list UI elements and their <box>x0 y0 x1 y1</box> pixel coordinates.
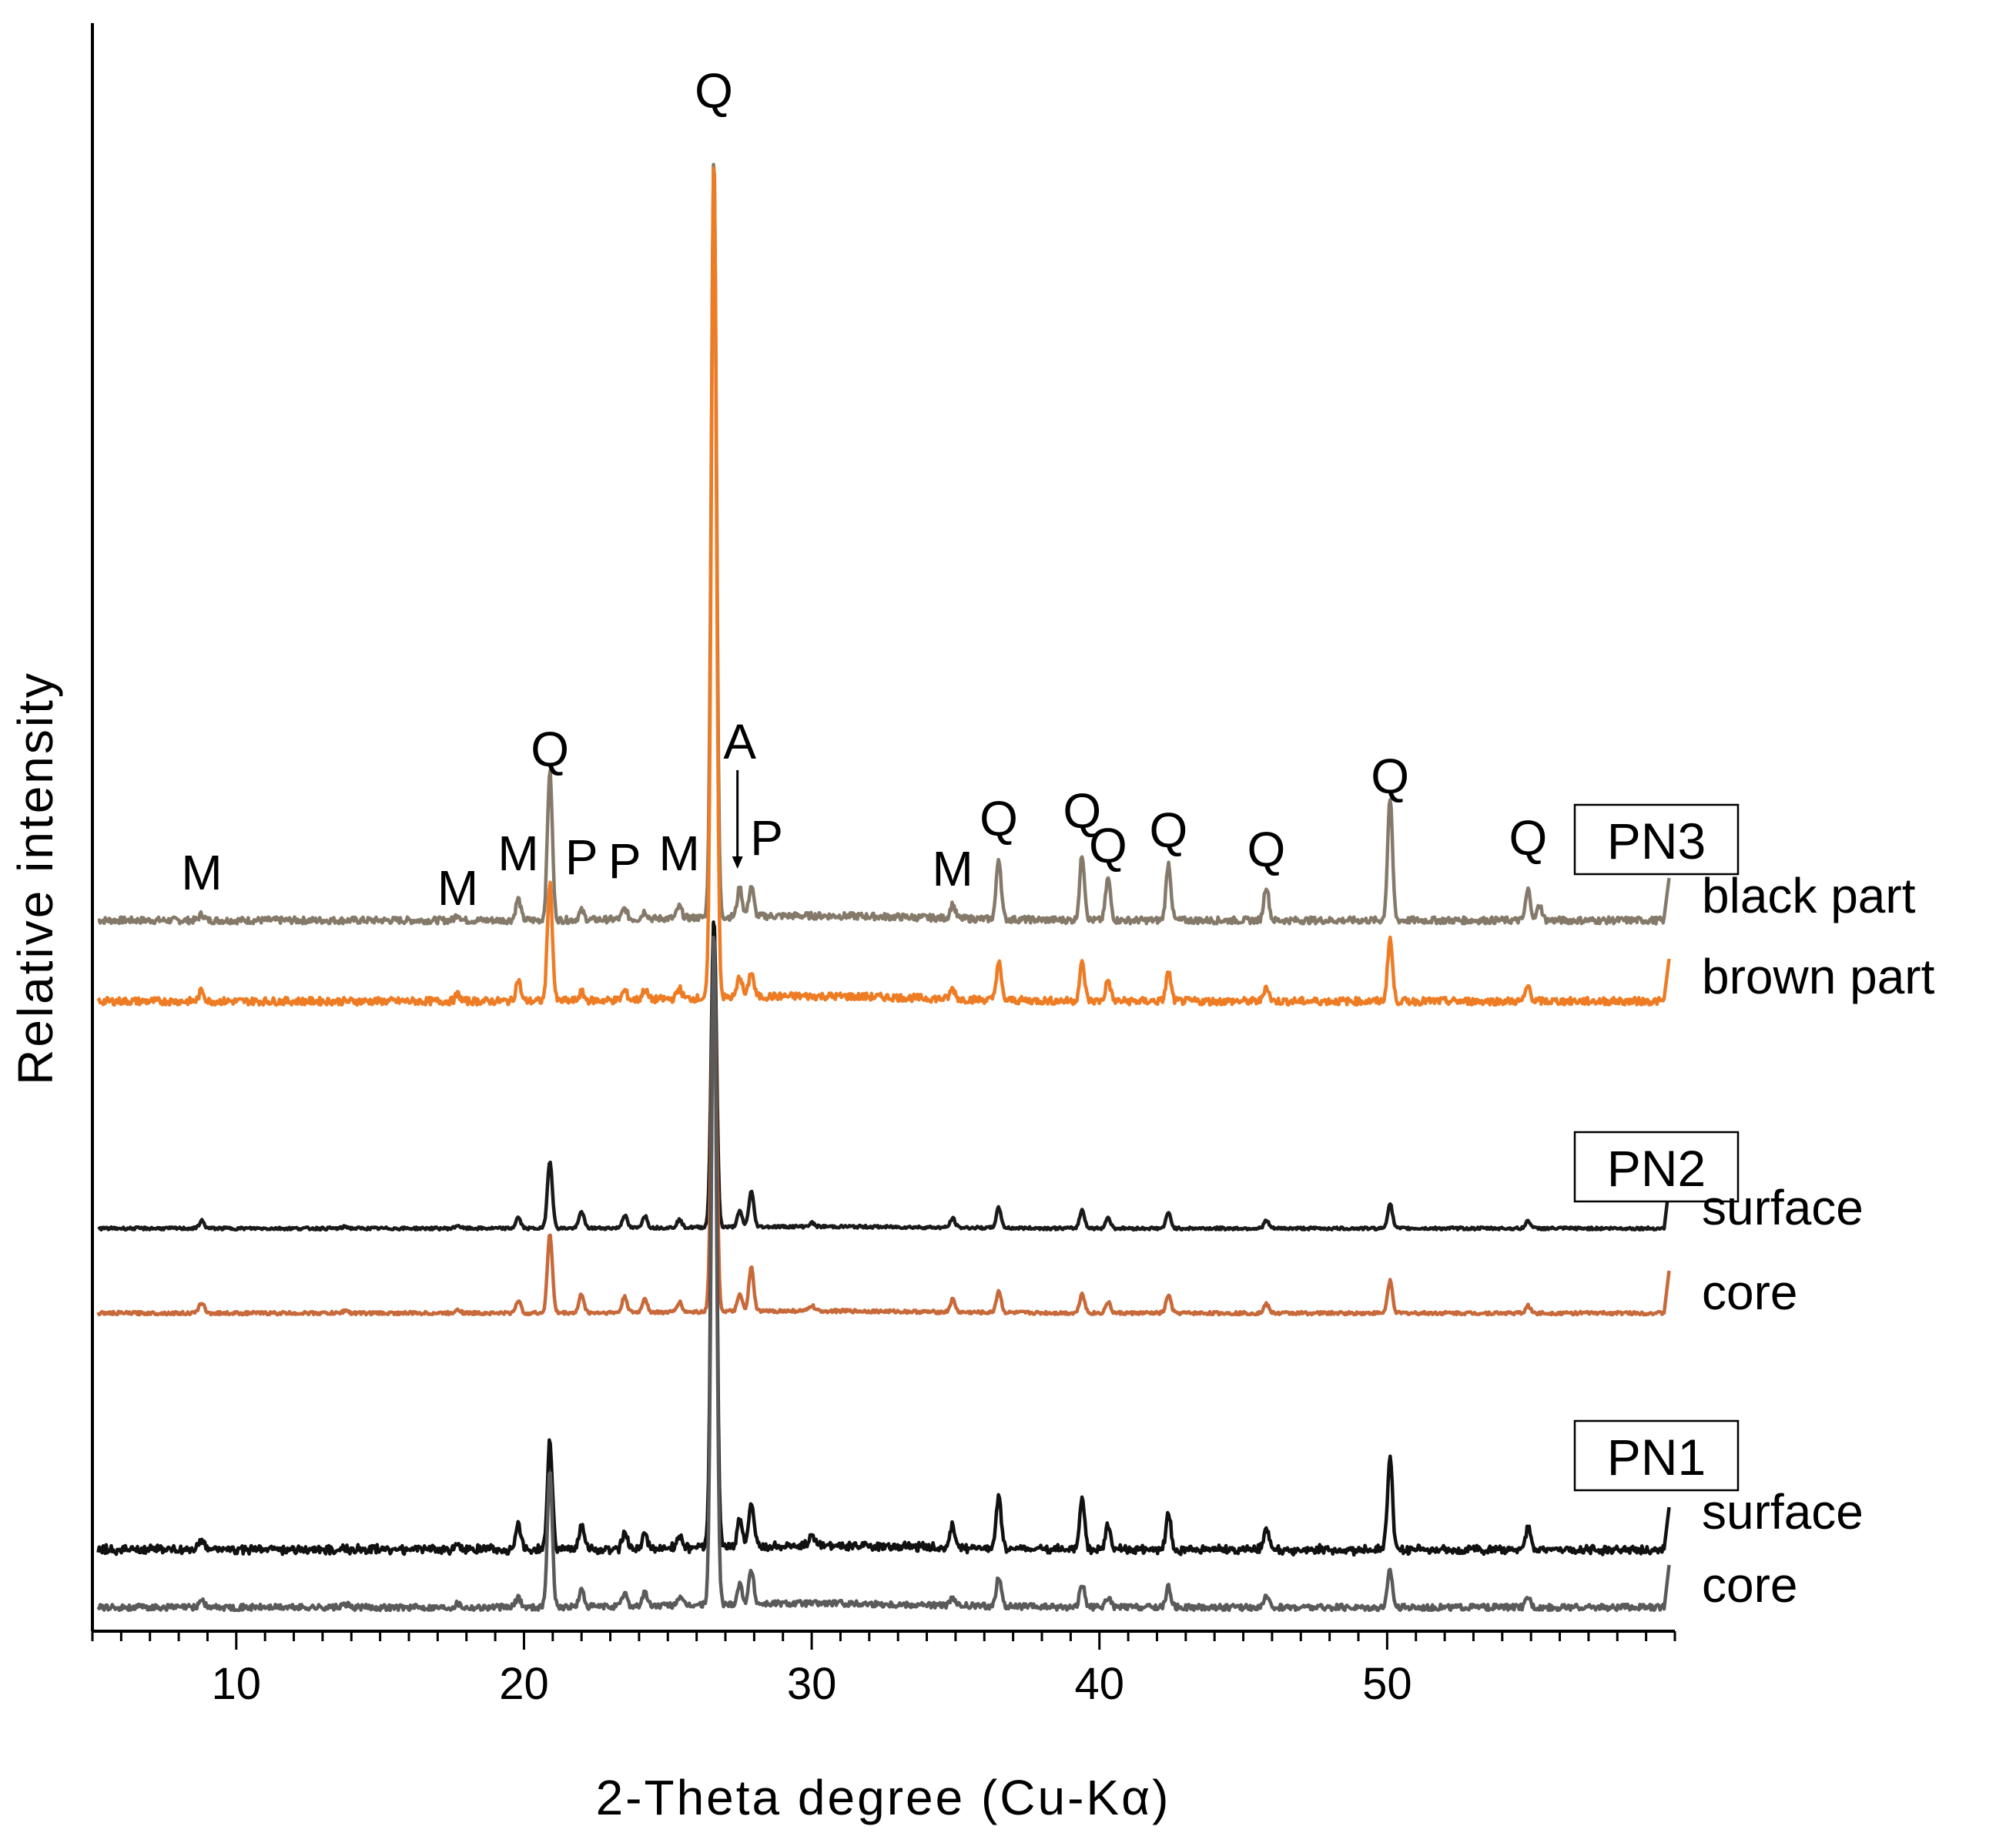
sample-label-pn1: PN1 <box>1607 1429 1706 1486</box>
trace-pn3-black-part <box>97 163 1671 926</box>
x-tick-label: 50 <box>1362 1659 1412 1709</box>
peak-label-m: M <box>659 826 700 881</box>
trace-pn3-brown-part <box>96 166 1671 1007</box>
peak-label-p: P <box>565 829 598 885</box>
series-label-pn2-core: core <box>1702 1265 1798 1320</box>
peak-label-m: M <box>181 845 222 900</box>
series-label-pn1-core: core <box>1702 1557 1798 1613</box>
peak-label-q: Q <box>1150 803 1188 858</box>
y-axis-title: Relative intensity <box>8 671 63 1085</box>
trace-pn2-core <box>96 953 1671 1317</box>
trace-pn1-core <box>96 935 1671 1613</box>
x-tick-label: 10 <box>212 1659 262 1709</box>
sample-box-pn2 <box>1573 1131 1740 1203</box>
series-label-pn2-surface: surface <box>1702 1180 1864 1235</box>
x-tick-label: 30 <box>787 1659 837 1709</box>
series-label-pn3-black-part: black part <box>1702 868 1916 923</box>
x-axis-title: 2-Theta degree (Cu-Kα) <box>596 1770 1171 1825</box>
peak-label-m: M <box>933 841 973 896</box>
peak-label-q: Q <box>1063 783 1101 839</box>
sample-label-pn3: PN3 <box>1607 813 1706 870</box>
series-label-pn1-surface: surface <box>1702 1484 1864 1540</box>
peak-annotations-group: QQ APM MM P P M MQ QQ Q QQQ <box>181 63 1547 916</box>
peak-label-p: P <box>750 810 783 866</box>
peak-label-q: Q <box>531 722 569 777</box>
x-tick-label: 20 <box>499 1659 549 1709</box>
peak-label-q: Q <box>980 791 1018 846</box>
series-labels-group: PN3 PN2 PN1 black part brown part surface core… <box>1573 803 1935 1613</box>
peak-label-q: Q <box>1089 818 1127 873</box>
traces-group <box>96 163 1671 1613</box>
peak-label-q: Q <box>695 63 733 119</box>
peak-label-p: P <box>608 833 641 889</box>
sample-label-pn2: PN2 <box>1607 1140 1706 1197</box>
series-label-pn3-brown-part: brown part <box>1702 949 1935 1004</box>
peak-label-q: Q <box>1509 810 1548 866</box>
anatase-marker-arrow <box>732 856 743 869</box>
peak-label-q: Q <box>1371 749 1409 804</box>
x-tick-label: 40 <box>1074 1659 1124 1709</box>
peak-label-m: M <box>437 860 478 916</box>
sample-box-pn1 <box>1573 1419 1740 1492</box>
peak-label-a: A <box>723 714 756 769</box>
sample-box-pn3 <box>1573 803 1740 876</box>
x-ticks-group: 10 20 30 40 50 <box>91 1631 1676 1709</box>
trace-pn1-surface <box>96 920 1671 1557</box>
peak-label-m: M <box>497 826 538 881</box>
axes-group <box>91 23 1675 1633</box>
trace-pn2-surface <box>97 922 1671 1232</box>
peak-label-q: Q <box>1247 822 1286 877</box>
